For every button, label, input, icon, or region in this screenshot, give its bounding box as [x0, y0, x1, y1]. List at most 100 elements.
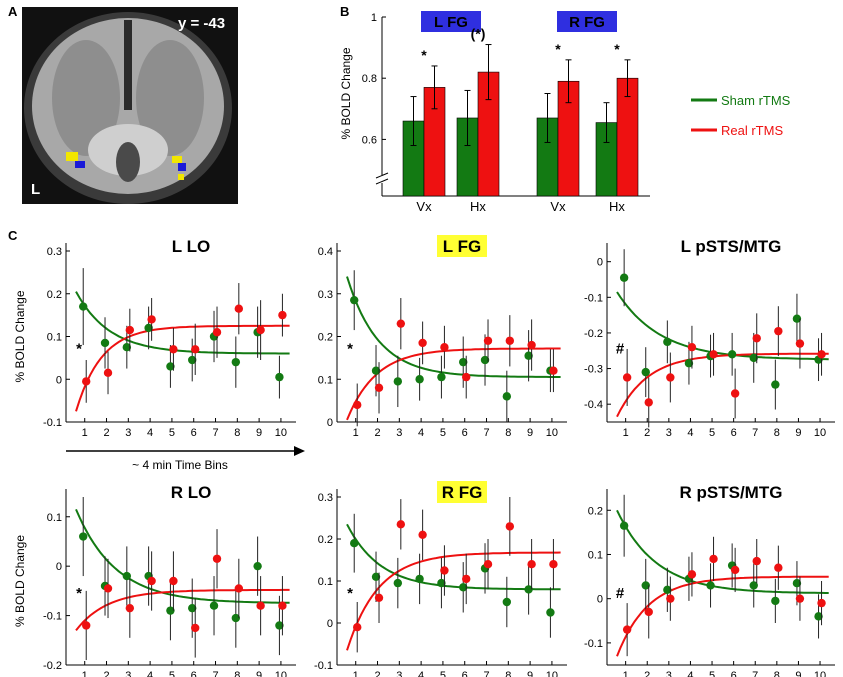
sham-point — [100, 338, 110, 348]
sham-point — [350, 295, 359, 305]
y-tick-label: 0 — [56, 561, 62, 573]
chart-title: L LO — [172, 237, 210, 256]
real-point — [147, 576, 156, 586]
y-tick-label: 0.1 — [318, 576, 333, 588]
significance-mark: * — [421, 47, 427, 63]
brain-image: y = -43 L — [22, 7, 238, 204]
sham-point — [792, 314, 802, 323]
sham-point — [663, 585, 672, 595]
real-fit-curve — [616, 352, 829, 418]
bar-y-axis-label: % BOLD Change — [339, 47, 353, 139]
sham-point — [749, 353, 758, 363]
chart-title: R pSTS/MTG — [680, 483, 783, 502]
x-tick-label: 4 — [418, 427, 424, 439]
y-tick-label: 0 — [56, 374, 62, 386]
chart-title: L FG — [443, 237, 481, 256]
real-point — [353, 623, 362, 632]
brainstem — [116, 142, 140, 182]
chart-lfg: L FG 0 0.1 0.2 0.3 0.4 1 2 3 4 5 6 7 8 9 10 * — [318, 235, 567, 439]
real-point — [527, 340, 536, 350]
sham-point — [524, 585, 533, 594]
x-tick-label: 9 — [256, 427, 262, 439]
x-tick-label: 10 — [275, 670, 287, 677]
real-point — [212, 328, 222, 337]
title-highlight — [437, 235, 487, 257]
sham-point — [546, 608, 555, 617]
y-tick-label: 0.4 — [318, 246, 333, 258]
x-tick-label: 3 — [396, 670, 402, 677]
sham-point — [166, 362, 175, 371]
x-tick-label: 5 — [709, 670, 715, 677]
real-point — [169, 345, 178, 354]
left-blue-blob — [75, 161, 85, 168]
group-label: L FG — [434, 14, 468, 31]
real-point — [418, 530, 427, 539]
x-tick-label: 8 — [774, 427, 780, 439]
real-point — [191, 623, 200, 633]
sham-point — [275, 621, 284, 630]
x-tick-label: 1 — [623, 427, 629, 439]
bar-y-tick-label: 0.8 — [362, 73, 377, 85]
sham-point — [684, 359, 694, 368]
legend-sham-label: Sham rTMS — [721, 93, 791, 108]
sham-point — [437, 578, 446, 588]
real-point — [730, 565, 740, 575]
real-point — [666, 373, 675, 382]
x-tick-label: 5 — [169, 670, 175, 677]
real-point — [396, 319, 406, 328]
real-point — [212, 554, 222, 563]
x-tick-label: 4 — [687, 427, 693, 439]
x-tick-label: 3 — [125, 427, 131, 439]
x-tick-label: 5 — [169, 427, 175, 439]
sham-point — [253, 561, 262, 571]
x-tick-label: 1 — [353, 670, 359, 677]
sham-point — [415, 375, 424, 384]
y-tick-label: 0.2 — [318, 332, 333, 344]
sham-point — [459, 357, 468, 367]
sham-point — [524, 351, 533, 360]
x-tick-label: 9 — [795, 670, 801, 677]
sham-point — [275, 372, 284, 382]
sham-point — [79, 302, 88, 311]
real-point — [795, 339, 805, 348]
real-point — [169, 576, 178, 586]
chart-title: R FG — [442, 483, 483, 502]
x-tick-label: 2 — [644, 670, 650, 677]
arrow-head-icon — [294, 446, 305, 456]
slice-label: y = -43 — [178, 15, 225, 32]
bar-y-tick-label: 1 — [371, 12, 377, 24]
x-tick-label: 3 — [666, 670, 672, 677]
chart-title: L pSTS/MTG — [681, 237, 782, 256]
real-point — [505, 336, 515, 345]
x-tick-label: 7 — [483, 670, 489, 677]
chart-rsts: R pSTS/MTG -0.1 0 0.1 0.2 1 2 3 4 5 6 7 8 9 10 # — [584, 483, 835, 677]
y-tick-label: 0 — [597, 594, 603, 606]
right-blue-blob — [178, 163, 186, 171]
real-point — [622, 373, 632, 382]
legend: Sham rTMS Real rTMS — [691, 93, 791, 138]
chart-rlo: R LO -0.2 -0.1 0 0.1 1 2 3 4 5 6 7 8 9 10 % BOLD Change… — [13, 483, 296, 677]
sham-point — [502, 392, 512, 401]
axis-break-mark — [375, 178, 389, 185]
x-tick-label: 9 — [795, 427, 801, 439]
real-point — [440, 566, 449, 575]
real-point — [125, 603, 135, 613]
real-point — [462, 574, 471, 584]
side-label: L — [31, 181, 40, 198]
sham-point — [727, 350, 737, 359]
sham-point — [706, 581, 715, 590]
real-point — [374, 383, 384, 392]
significance-mark: * — [347, 585, 353, 602]
x-tick-label: 8 — [505, 670, 511, 677]
x-tick-label: 10 — [814, 670, 826, 677]
y-tick-label: -0.4 — [584, 399, 603, 411]
real-point — [374, 593, 384, 602]
x-tick-label: 1 — [623, 670, 629, 677]
sham-point — [814, 612, 823, 621]
sham-point — [122, 571, 132, 581]
x-tick-label: 9 — [256, 670, 262, 677]
bar-category-label: Hx — [609, 199, 625, 214]
real-point — [817, 598, 826, 608]
sham-point — [188, 355, 197, 365]
